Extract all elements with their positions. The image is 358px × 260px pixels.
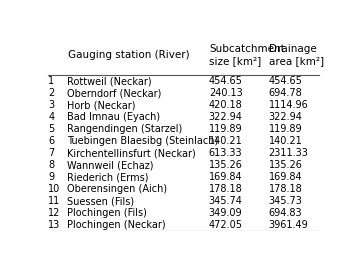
Text: Wannweil (Echaz): Wannweil (Echaz) <box>67 160 154 170</box>
Text: Plochingen (Fils): Plochingen (Fils) <box>67 208 147 218</box>
Text: 472.05: 472.05 <box>209 220 243 230</box>
Text: 140.21: 140.21 <box>209 136 242 146</box>
Text: 322.94: 322.94 <box>209 112 243 122</box>
Text: Suessen (Fils): Suessen (Fils) <box>67 196 135 206</box>
Text: Bad Imnau (Eyach): Bad Imnau (Eyach) <box>67 112 160 122</box>
Text: 7: 7 <box>48 148 54 158</box>
Text: 694.83: 694.83 <box>268 208 302 218</box>
Text: 169.84: 169.84 <box>209 172 242 182</box>
Text: Oberndorf (Neckar): Oberndorf (Neckar) <box>67 88 162 98</box>
Text: 454.65: 454.65 <box>209 76 243 86</box>
Text: 3961.49: 3961.49 <box>268 220 308 230</box>
Text: 4: 4 <box>48 112 54 122</box>
Text: 420.18: 420.18 <box>209 100 242 110</box>
Text: 694.78: 694.78 <box>268 88 302 98</box>
Text: 345.74: 345.74 <box>209 196 243 206</box>
Text: 613.33: 613.33 <box>209 148 242 158</box>
Text: Riederich (Erms): Riederich (Erms) <box>67 172 149 182</box>
Text: 119.89: 119.89 <box>209 124 242 134</box>
Text: 2: 2 <box>48 88 54 98</box>
Text: 178.18: 178.18 <box>209 184 242 194</box>
Text: Drainage
area [km²]: Drainage area [km²] <box>269 44 324 66</box>
Text: 240.13: 240.13 <box>209 88 242 98</box>
Text: 135.26: 135.26 <box>209 160 243 170</box>
Text: 8: 8 <box>48 160 54 170</box>
Text: Tuebingen Blaesibg (Steinlach): Tuebingen Blaesibg (Steinlach) <box>67 136 219 146</box>
Text: 454.65: 454.65 <box>268 76 303 86</box>
Text: 169.84: 169.84 <box>268 172 302 182</box>
Text: 140.21: 140.21 <box>268 136 302 146</box>
Text: 2311.33: 2311.33 <box>268 148 309 158</box>
Text: Kirchentellinsfurt (Neckar): Kirchentellinsfurt (Neckar) <box>67 148 196 158</box>
Text: 5: 5 <box>48 124 54 134</box>
Text: Subcatchment
size [km²]: Subcatchment size [km²] <box>209 44 285 66</box>
Text: 135.26: 135.26 <box>268 160 303 170</box>
Text: Oberensingen (Aich): Oberensingen (Aich) <box>67 184 168 194</box>
Text: 12: 12 <box>48 208 61 218</box>
Text: 10: 10 <box>48 184 61 194</box>
Text: Rottweil (Neckar): Rottweil (Neckar) <box>67 76 152 86</box>
Text: 178.18: 178.18 <box>268 184 302 194</box>
Text: 6: 6 <box>48 136 54 146</box>
Text: Gauging station (River): Gauging station (River) <box>68 50 189 60</box>
Text: 345.73: 345.73 <box>268 196 303 206</box>
Text: Plochingen (Neckar): Plochingen (Neckar) <box>67 220 166 230</box>
Text: 322.94: 322.94 <box>268 112 303 122</box>
Text: 9: 9 <box>48 172 54 182</box>
Text: Horb (Neckar): Horb (Neckar) <box>67 100 136 110</box>
Text: Rangendingen (Starzel): Rangendingen (Starzel) <box>67 124 183 134</box>
Text: 13: 13 <box>48 220 61 230</box>
Text: 1114.96: 1114.96 <box>268 100 308 110</box>
Text: 119.89: 119.89 <box>268 124 302 134</box>
Text: 3: 3 <box>48 100 54 110</box>
Text: 349.09: 349.09 <box>209 208 242 218</box>
Text: 1: 1 <box>48 76 54 86</box>
Text: 11: 11 <box>48 196 61 206</box>
